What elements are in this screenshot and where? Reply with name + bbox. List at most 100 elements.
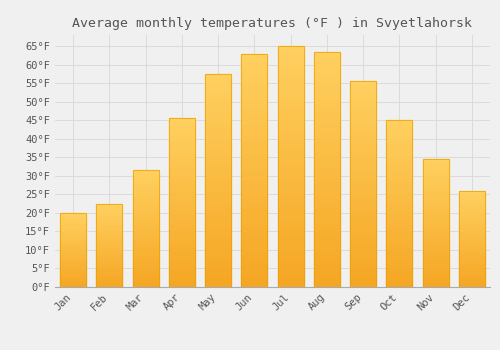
Bar: [422, 190, 448, 193]
Bar: [60, 247, 86, 248]
Bar: [386, 270, 412, 274]
Bar: [242, 100, 268, 105]
Bar: [422, 223, 448, 226]
Bar: [169, 270, 195, 273]
Bar: [205, 189, 231, 193]
Bar: [132, 236, 158, 238]
Bar: [422, 203, 448, 205]
Bar: [350, 221, 376, 225]
Bar: [132, 205, 158, 208]
Bar: [278, 234, 303, 239]
Bar: [132, 175, 158, 177]
Bar: [132, 275, 158, 278]
Bar: [242, 222, 268, 226]
Bar: [278, 181, 303, 186]
Bar: [314, 99, 340, 104]
Bar: [350, 213, 376, 217]
Bar: [459, 279, 485, 281]
Bar: [278, 46, 303, 51]
Bar: [314, 155, 340, 160]
Bar: [459, 277, 485, 279]
Bar: [350, 147, 376, 151]
Bar: [386, 157, 412, 160]
Bar: [242, 119, 268, 124]
Bar: [459, 254, 485, 256]
Bar: [132, 210, 158, 212]
Bar: [422, 269, 448, 272]
Bar: [242, 198, 268, 203]
Bar: [169, 260, 195, 264]
Bar: [350, 122, 376, 127]
Bar: [96, 265, 122, 267]
Bar: [205, 223, 231, 228]
Bar: [96, 267, 122, 269]
Bar: [350, 143, 376, 147]
Bar: [314, 212, 340, 216]
Bar: [205, 104, 231, 108]
Bar: [278, 61, 303, 65]
Bar: [422, 267, 448, 269]
Bar: [60, 222, 86, 223]
Bar: [278, 219, 303, 224]
Bar: [350, 246, 376, 250]
Bar: [60, 274, 86, 275]
Bar: [314, 198, 340, 202]
Bar: [314, 136, 340, 141]
Bar: [350, 127, 376, 131]
Bar: [96, 205, 122, 207]
Bar: [96, 217, 122, 219]
Bar: [132, 231, 158, 233]
Bar: [386, 254, 412, 257]
Bar: [205, 142, 231, 146]
Bar: [314, 61, 340, 66]
Bar: [278, 258, 303, 263]
Bar: [422, 254, 448, 256]
Bar: [386, 127, 412, 130]
Bar: [169, 128, 195, 132]
Bar: [96, 257, 122, 259]
Bar: [350, 271, 376, 275]
Bar: [242, 77, 268, 82]
Bar: [242, 250, 268, 254]
Bar: [60, 213, 86, 287]
Bar: [459, 248, 485, 250]
Bar: [242, 110, 268, 114]
Bar: [132, 219, 158, 222]
Bar: [278, 268, 303, 273]
Bar: [350, 258, 376, 262]
Bar: [169, 169, 195, 172]
Bar: [96, 237, 122, 239]
Bar: [60, 228, 86, 229]
Bar: [60, 269, 86, 271]
Bar: [459, 266, 485, 268]
Bar: [205, 117, 231, 121]
Bar: [242, 142, 268, 147]
Bar: [314, 193, 340, 198]
Bar: [205, 159, 231, 163]
Bar: [278, 172, 303, 176]
Bar: [350, 250, 376, 254]
Bar: [132, 203, 158, 205]
Bar: [169, 159, 195, 162]
Bar: [96, 222, 122, 224]
Bar: [60, 244, 86, 245]
Bar: [278, 191, 303, 195]
Bar: [96, 230, 122, 232]
Bar: [386, 120, 412, 287]
Bar: [242, 58, 268, 63]
Bar: [242, 184, 268, 189]
Bar: [60, 223, 86, 225]
Bar: [205, 257, 231, 261]
Bar: [314, 146, 340, 150]
Bar: [132, 261, 158, 264]
Bar: [169, 206, 195, 209]
Bar: [205, 270, 231, 274]
Bar: [459, 193, 485, 195]
Bar: [242, 203, 268, 208]
Bar: [386, 190, 412, 194]
Bar: [386, 154, 412, 157]
Bar: [278, 162, 303, 167]
Bar: [314, 70, 340, 75]
Bar: [278, 210, 303, 215]
Bar: [60, 235, 86, 237]
